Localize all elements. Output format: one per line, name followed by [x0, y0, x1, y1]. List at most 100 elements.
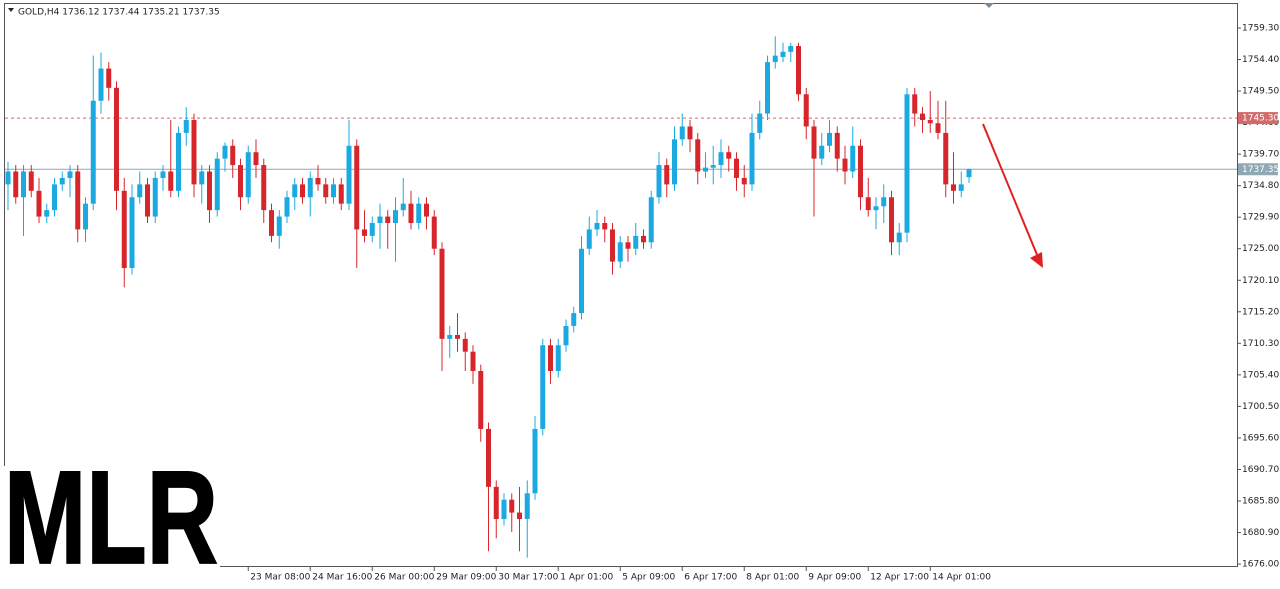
candle-body	[284, 197, 290, 217]
candle-body	[780, 51, 786, 57]
candle-body	[625, 242, 631, 249]
x-tick-label: 12 Apr 17:00	[870, 573, 929, 583]
y-tick-label: 1690.70	[1242, 465, 1279, 475]
candle-body	[253, 152, 259, 166]
candle-body	[710, 165, 716, 168]
candle-body	[28, 171, 34, 191]
candle-body	[579, 248, 584, 314]
candle-body	[648, 197, 654, 243]
candle-body	[245, 152, 251, 198]
candle-body	[532, 428, 538, 494]
chart-title: GOLD,H4 1736.12 1737.44 1735.21 1737.35	[18, 8, 220, 18]
menu-arrow	[8, 8, 14, 12]
candle-body	[145, 184, 150, 217]
candle-body	[439, 248, 445, 339]
candle-body	[586, 229, 592, 249]
candle-body	[377, 216, 383, 223]
candle-body	[416, 203, 422, 223]
candle-body	[67, 171, 73, 178]
candle-body	[129, 197, 135, 269]
candle-body	[726, 152, 732, 159]
x-tick-label: 29 Mar 09:00	[436, 573, 496, 583]
y-tick-label: 1676.00	[1242, 560, 1279, 570]
y-tick-label: 1680.90	[1242, 528, 1279, 538]
watermark: MLR	[4, 444, 218, 589]
y-tick-label: 1715.20	[1242, 307, 1279, 317]
candle-body	[687, 126, 693, 140]
candle-body	[362, 229, 367, 236]
candle-body	[811, 126, 817, 159]
candle-body	[315, 177, 321, 185]
level-label-box	[1238, 112, 1278, 125]
candle-body	[803, 94, 809, 127]
candle-body	[842, 158, 848, 172]
candle-body	[462, 338, 468, 352]
x-tick-label: 26 Mar 00:00	[374, 573, 434, 583]
candle-body	[741, 177, 747, 185]
candle-body	[788, 46, 794, 52]
candle-body	[331, 184, 336, 198]
y-tick-label: 1729.90	[1242, 213, 1279, 223]
candle-body	[718, 152, 724, 166]
candle-body	[21, 171, 26, 198]
candle-body	[912, 94, 918, 114]
candle-body	[83, 203, 88, 230]
y-tick-label: 1725.00	[1242, 244, 1279, 254]
candle-body	[191, 120, 197, 185]
candle-body	[958, 184, 964, 191]
candle-body	[509, 499, 515, 513]
candle-body	[548, 345, 553, 372]
candle-body	[943, 132, 949, 185]
candle-body	[385, 216, 391, 223]
plot-frame	[4, 3, 1238, 567]
candle-body	[951, 184, 956, 191]
candle-body	[772, 55, 778, 63]
candle-body	[238, 165, 243, 198]
candle-body	[679, 126, 685, 140]
candle-body	[610, 229, 615, 262]
candle-body	[152, 177, 158, 217]
y-tick-label: 1749.50	[1242, 87, 1279, 97]
candle-body	[168, 171, 174, 191]
candle-body	[571, 313, 577, 326]
candle-body	[904, 94, 910, 233]
candle-body	[90, 100, 96, 204]
candle-body	[307, 177, 313, 198]
x-tick-label: 6 Apr 17:00	[684, 573, 737, 583]
candle-body	[261, 165, 267, 211]
candle-body	[920, 113, 925, 121]
candle-body	[292, 184, 298, 198]
candle-body	[563, 325, 569, 346]
candle-body	[346, 145, 352, 204]
level-label-box	[1238, 163, 1278, 176]
candle-body	[850, 145, 856, 172]
candle-body	[300, 184, 305, 198]
y-tick-label: 1705.40	[1242, 370, 1279, 380]
candle-body	[59, 177, 65, 185]
candle-body	[470, 351, 476, 372]
candle-body	[819, 145, 825, 159]
candle-body	[501, 499, 507, 520]
candle-body	[431, 216, 437, 249]
y-tick-label: 1700.50	[1242, 402, 1279, 412]
candle-body	[13, 171, 19, 198]
candle-body	[757, 113, 763, 133]
y-tick-label: 1685.80	[1242, 497, 1279, 507]
candle-body	[478, 371, 484, 429]
y-tick-label: 1695.60	[1242, 433, 1279, 443]
candle-body	[52, 184, 57, 211]
candle-body	[493, 486, 499, 520]
y-tick-label: 1739.70	[1242, 150, 1279, 160]
candle-body	[873, 206, 879, 211]
candle-body	[160, 171, 166, 178]
candle-body	[734, 158, 739, 178]
x-tick-label: 1 Apr 01:00	[560, 573, 613, 583]
candle-body	[354, 145, 360, 230]
candle-body	[323, 184, 329, 198]
candle-body	[447, 334, 453, 339]
candle-body	[602, 222, 608, 230]
candle-body	[269, 210, 274, 236]
candle-body	[935, 123, 941, 133]
candle-body	[393, 210, 398, 223]
candle-body	[633, 235, 639, 249]
